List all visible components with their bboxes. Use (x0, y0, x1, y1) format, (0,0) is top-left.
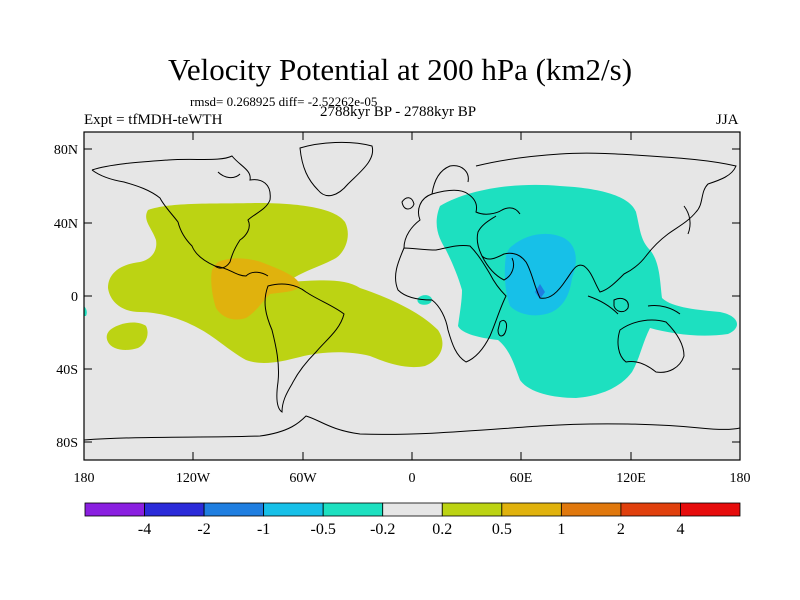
experiment-label: Expt = tfMDH-teWTH (84, 112, 223, 128)
lon-tick-label: 120E (616, 471, 646, 486)
colorbar-label: -0.2 (370, 521, 395, 538)
lon-tick-label: 180 (730, 471, 751, 486)
coastline-hudson-bay (217, 171, 241, 179)
colorbar-label: -4 (138, 521, 151, 538)
lat-tick-label: 80N (54, 143, 78, 158)
coastline-south-america (264, 283, 345, 413)
colorbar-label: 2 (617, 521, 625, 538)
colorbar-label: -0.5 (311, 521, 336, 538)
coastline-arabia (481, 255, 515, 281)
coastline-europe (403, 189, 521, 249)
colorbar-swatch (263, 502, 324, 517)
contour-fill-south-pacific (106, 322, 148, 350)
coastline-britain (401, 197, 415, 210)
colorbar-swatch (620, 502, 681, 517)
colorbar-label: 0.5 (492, 521, 512, 538)
period-label: 2788kyr BP - 2788kyr BP (320, 104, 477, 120)
coastline-greenland (299, 141, 374, 197)
colorbar-label: -2 (197, 521, 210, 538)
colorbar-swatch (382, 502, 443, 517)
coastline-australia (617, 319, 685, 373)
lat-tick-label: 40S (56, 363, 78, 378)
contour-fill-central-america (211, 258, 300, 320)
contour-fill-indian-ocean (504, 233, 576, 316)
contour-fill-arabian-core (535, 284, 545, 299)
coastline-scandinavia (431, 165, 469, 195)
longitude-ticks: 180 120W 60W 0 60E 120E 180 (74, 132, 751, 486)
coastline-new-guinea (647, 305, 681, 315)
coastline-north-america (91, 155, 271, 269)
colorbar-swatch (501, 502, 562, 517)
coastline-japan (683, 205, 691, 235)
lon-tick-label: 180 (74, 471, 95, 486)
colorbar-swatch (560, 502, 622, 517)
colorbar-label: 0.2 (432, 521, 452, 538)
colorbar-swatch (144, 502, 205, 517)
colorbar-swatch (203, 502, 265, 517)
coastline-gulf-mexico (214, 265, 269, 277)
colorbar-swatch (680, 502, 741, 517)
season-label: JJA (716, 112, 739, 128)
coastline-sumatra (587, 295, 619, 315)
stats-line: rmsd= 0.268925 diff= -2.52262e-05 (190, 94, 378, 109)
colorbar-swatch (441, 502, 503, 517)
contour-fill-asia-indian (436, 184, 738, 398)
colorbar-swatch (322, 502, 384, 517)
contour-fill-pacific-edge (84, 306, 87, 316)
coastline-madagascar (497, 319, 507, 337)
coastlines (84, 141, 740, 441)
coastline-borneo (613, 297, 629, 313)
coastline-asia (475, 152, 737, 299)
contour-fills (84, 184, 738, 398)
lon-tick-label: 60E (510, 471, 533, 486)
coastline-africa (395, 245, 507, 363)
colorbar-label: -1 (257, 521, 270, 538)
lat-tick-label: 40N (54, 217, 78, 232)
latitude-ticks: 80N 40N 0 40S 80S (54, 143, 740, 451)
colorbar-label: 1 (557, 521, 565, 538)
coastline-antarctica (84, 415, 740, 441)
lat-tick-label: 80S (56, 436, 78, 451)
lat-tick-label: 0 (71, 290, 78, 305)
colorbar-swatch (84, 502, 145, 517)
colorbar-label: 4 (676, 521, 684, 538)
lon-tick-label: 60W (289, 471, 317, 486)
map-title: Velocity Potential at 200 hPa (km2/s) (167, 52, 633, 87)
colorbar: -4 -2 -1 -0.5 -0.2 0.2 0.5 1 2 4 (84, 502, 741, 538)
lon-tick-label: 120W (176, 471, 211, 486)
lon-tick-label: 0 (409, 471, 416, 486)
